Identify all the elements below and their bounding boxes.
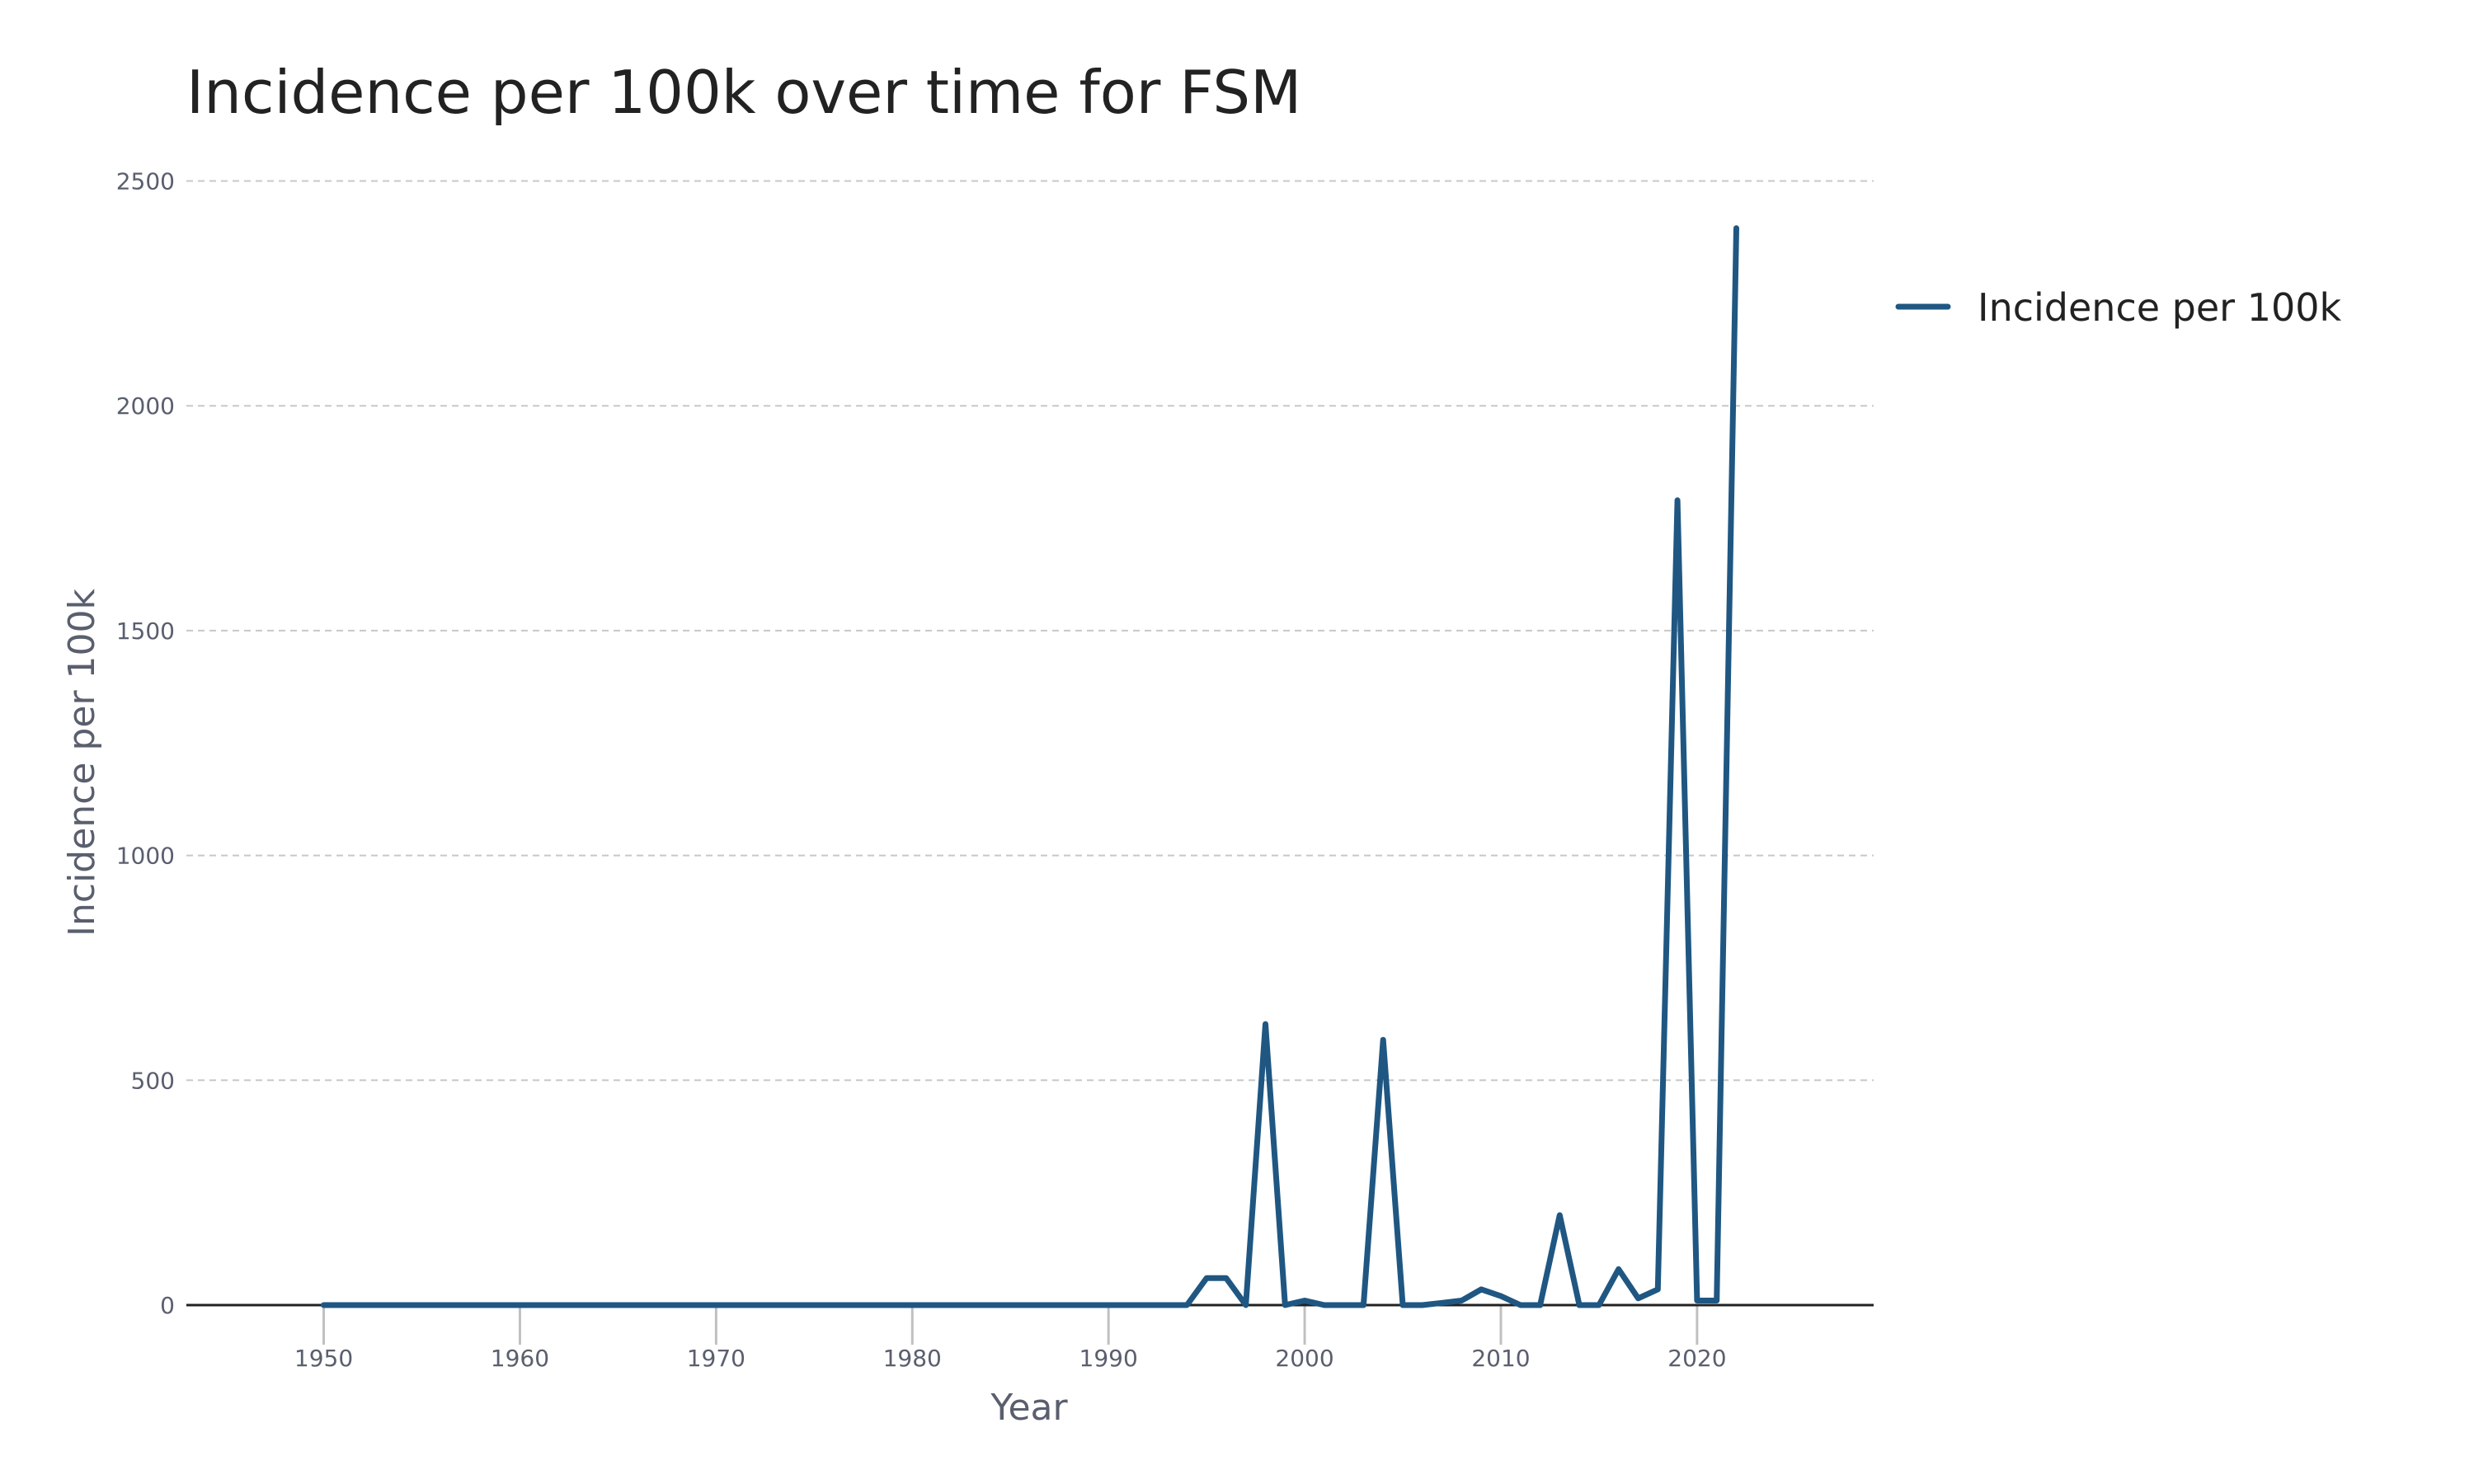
y-tick-label: 500 bbox=[131, 1067, 175, 1094]
series-line-0 bbox=[321, 225, 1739, 1308]
x-tick-label: 2000 bbox=[1275, 1345, 1333, 1372]
chart-title: Incidence per 100k over time for FSM bbox=[186, 58, 1301, 127]
x-tick-label: 1990 bbox=[1079, 1345, 1138, 1372]
x-tick-label: 1980 bbox=[883, 1345, 942, 1372]
x-tick-label: 1950 bbox=[294, 1345, 353, 1372]
y-tick-label: 2500 bbox=[116, 168, 175, 195]
legend: Incidence per 100k bbox=[1895, 285, 2341, 330]
x-tick-label: 2010 bbox=[1471, 1345, 1530, 1372]
y-axis-ticks: 0 500 1000 1500 2000 2500 bbox=[116, 168, 175, 1319]
y-axis-title: Incidence per 100k bbox=[61, 589, 103, 937]
y-tick-label: 0 bbox=[160, 1292, 175, 1319]
x-tick-label: 1960 bbox=[491, 1345, 549, 1372]
x-axis-ticks: 1950 1960 1970 1980 1990 2000 2010 2020 bbox=[294, 1305, 1727, 1372]
series-layer bbox=[321, 225, 1739, 1308]
y-tick-label: 2000 bbox=[116, 392, 175, 420]
x-axis-title: Year bbox=[990, 1387, 1068, 1429]
x-tick-label: 2020 bbox=[1667, 1345, 1726, 1372]
grid-lines bbox=[186, 180, 1874, 1082]
y-tick-label: 1500 bbox=[116, 618, 175, 645]
y-tick-label: 1000 bbox=[116, 843, 175, 870]
legend-label: Incidence per 100k bbox=[1978, 285, 2341, 330]
x-tick-label: 1970 bbox=[687, 1345, 745, 1372]
